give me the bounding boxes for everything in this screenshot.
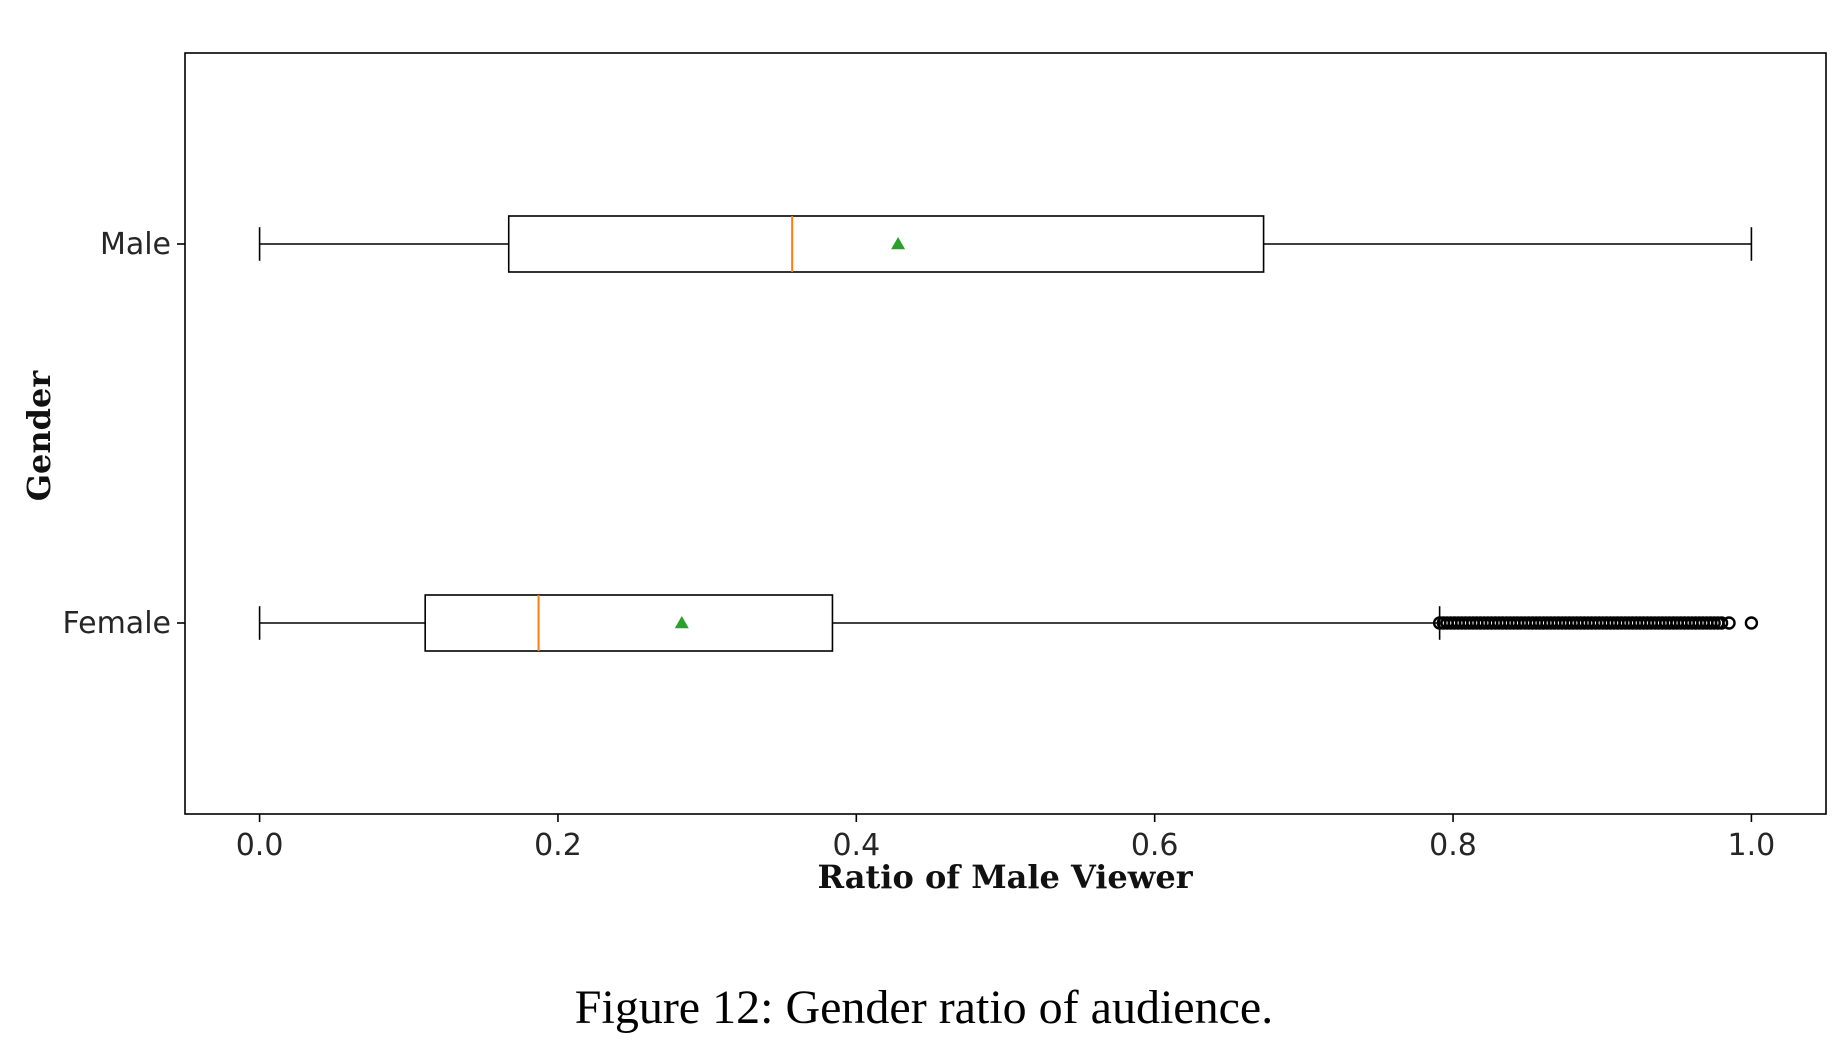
female-outlier — [1722, 616, 1736, 630]
female-outlier — [1714, 616, 1729, 630]
boxes-group — [258, 215, 1759, 652]
y-tick-label: Female — [63, 606, 171, 641]
male-box — [258, 215, 1753, 273]
x-tick-label: 0.6 — [1131, 828, 1179, 863]
female-iqr-box — [424, 594, 834, 652]
figure-caption: Figure 12: Gender ratio of audience. — [574, 981, 1274, 1034]
female-box — [258, 594, 1759, 652]
y-axis-ticks: Male Female — [63, 227, 185, 641]
male-iqr-box — [507, 215, 1265, 273]
x-axis-ticks: 0.0 0.2 0.4 0.6 0.8 1.0 — [236, 814, 1776, 863]
x-tick-label: 0.2 — [534, 828, 582, 863]
male-mean-marker — [891, 237, 906, 250]
x-axis-title: Ratio of Male Viewer — [817, 858, 1193, 896]
x-tick-label: 0.8 — [1429, 828, 1477, 863]
plot-area-frame — [184, 52, 1827, 815]
y-axis-title: Gender — [20, 370, 58, 502]
female-outlier — [1744, 616, 1759, 630]
x-tick-label: 1.0 — [1728, 828, 1776, 863]
y-tick-label: Male — [100, 227, 171, 262]
x-tick-label: 0.0 — [236, 828, 284, 863]
female-mean-marker — [674, 616, 689, 629]
x-tick-label: 0.4 — [832, 828, 880, 863]
